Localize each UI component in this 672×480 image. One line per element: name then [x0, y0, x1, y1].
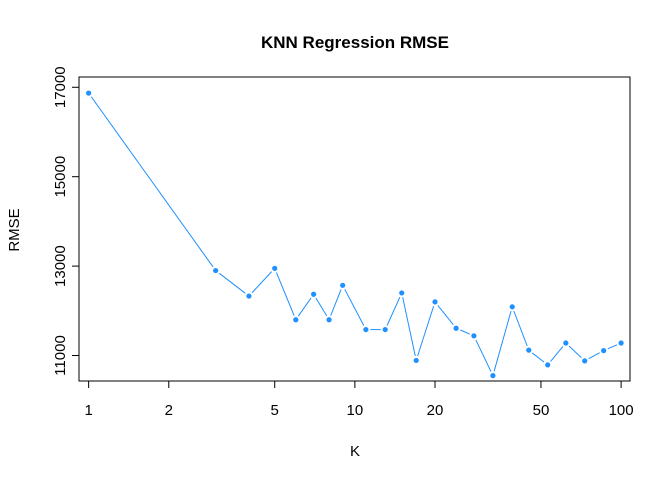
- data-point: [246, 293, 252, 299]
- data-point: [582, 358, 588, 364]
- series-line-segment: [493, 310, 512, 372]
- x-tick-label: 2: [165, 402, 173, 419]
- series-line-segment: [90, 96, 214, 268]
- data-point: [399, 290, 405, 296]
- series-line-segment: [513, 310, 528, 347]
- data-point: [526, 347, 532, 353]
- data-point: [382, 326, 388, 333]
- series-line-segment: [568, 345, 582, 359]
- data-point: [340, 282, 346, 288]
- y-tick-label: 11000: [52, 335, 69, 376]
- y-tick-label: 13000: [52, 245, 69, 287]
- series-line-segment: [588, 352, 600, 360]
- x-tick-label: 5: [271, 402, 279, 419]
- series-line-segment: [475, 339, 492, 372]
- data-point: [363, 326, 369, 333]
- x-tick-label: 10: [347, 402, 364, 419]
- y-axis: 11000 13000 15000 17000: [52, 66, 80, 376]
- chart-title: KNN Regression RMSE: [261, 33, 449, 52]
- x-tick-label: 100: [609, 402, 634, 419]
- x-axis: 1 2 5 10 20 50 100: [84, 380, 634, 419]
- y-tick-label: 17000: [52, 66, 69, 108]
- data-point: [413, 357, 419, 364]
- plot-area-box: [78, 76, 631, 382]
- series-points-group: [86, 90, 624, 379]
- data-point: [213, 267, 219, 274]
- series-line-segment: [386, 296, 401, 326]
- x-tick-label: 1: [84, 402, 92, 419]
- data-point: [293, 317, 299, 323]
- series-line-segment: [402, 297, 416, 357]
- series-line-segment: [315, 297, 328, 317]
- series-line-segment: [607, 344, 618, 350]
- data-point: [601, 348, 607, 354]
- x-axis-label: K: [350, 443, 360, 460]
- series-line-segment: [344, 289, 365, 326]
- series-line-group: [90, 96, 618, 372]
- data-point: [432, 299, 438, 305]
- series-line-segment: [330, 289, 342, 316]
- data-point: [563, 340, 569, 346]
- series-line-segment: [251, 271, 273, 294]
- data-point: [618, 340, 624, 346]
- series-line-segment: [297, 297, 312, 317]
- series-line-segment: [460, 329, 470, 335]
- series-line-segment: [550, 346, 564, 362]
- data-point: [326, 317, 332, 323]
- data-point: [490, 373, 496, 379]
- data-point: [311, 291, 317, 297]
- data-point: [453, 325, 459, 331]
- series-line-segment: [275, 272, 295, 316]
- data-point: [86, 90, 92, 96]
- data-point: [545, 362, 551, 368]
- series-line-segment: [417, 306, 435, 357]
- series-line-segment: [218, 272, 246, 294]
- x-tick-label: 50: [533, 402, 550, 419]
- series-line-segment: [532, 352, 545, 363]
- y-tick-label: 15000: [52, 156, 69, 198]
- x-tick-label: 20: [427, 402, 444, 419]
- data-point: [509, 304, 515, 310]
- y-axis-label: RMSE: [6, 208, 23, 251]
- series-line-segment: [437, 305, 454, 326]
- data-point: [471, 333, 477, 339]
- data-point: [272, 265, 278, 271]
